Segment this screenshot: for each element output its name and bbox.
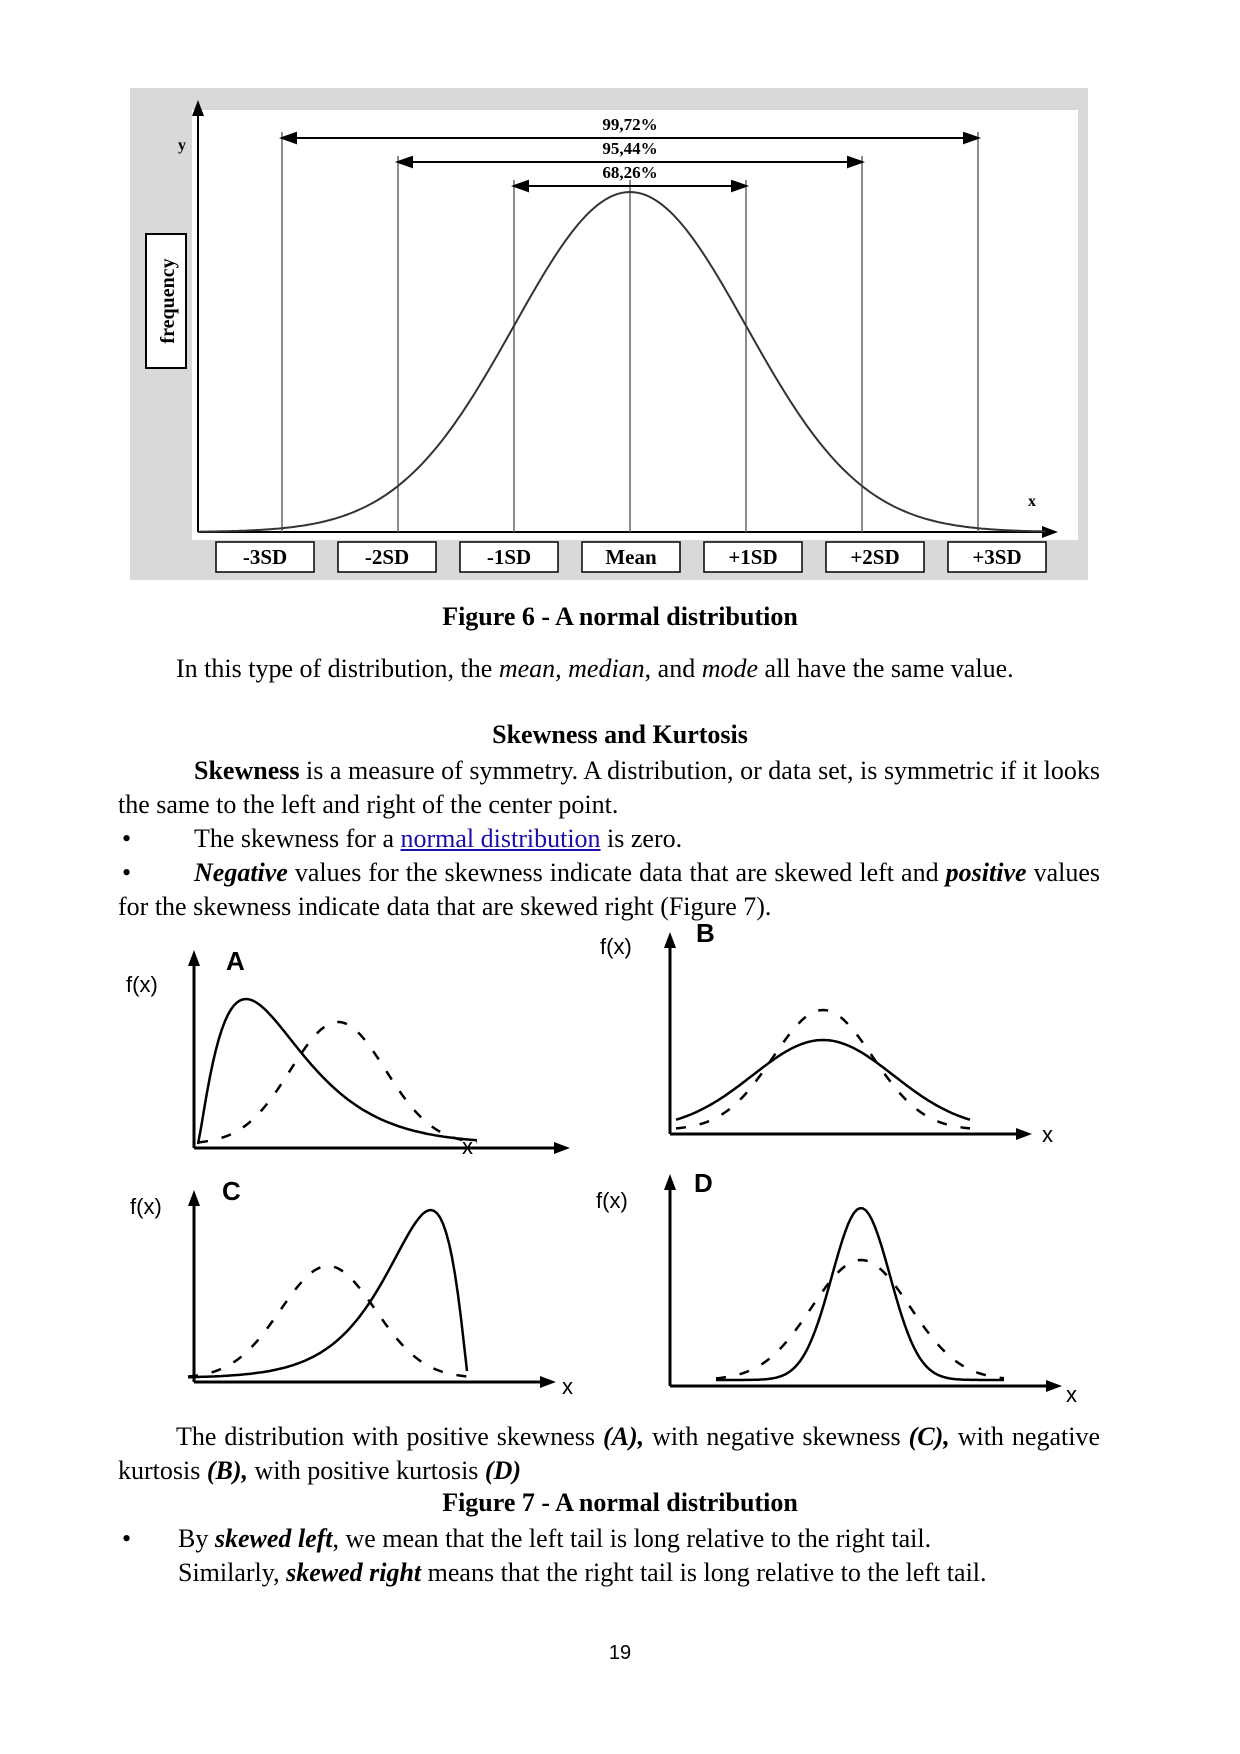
curve-solid-c xyxy=(188,1208,469,1379)
figure7-description: The distribution with positive skewness … xyxy=(118,1422,1100,1485)
range-label-68: 68,26% xyxy=(602,163,657,182)
range-label-99: 99,72% xyxy=(602,115,657,134)
x-label-c: x xyxy=(562,1374,573,1399)
page-number: 19 xyxy=(608,1642,632,1664)
paragraph-mean-median-mode: In this type of distribution, the mean, … xyxy=(176,654,1014,683)
sd-label-plus2: +2SD xyxy=(850,545,899,569)
figure6-caption: Figure 6 - A normal distribution xyxy=(442,602,798,631)
figure7-caption: Figure 7 - A normal distribution xyxy=(442,1488,798,1517)
curve-solid-d xyxy=(716,1206,1004,1382)
x-label-b: x xyxy=(1042,1122,1053,1147)
panel-label-a: A xyxy=(226,946,245,976)
fx-label-a: f(x) xyxy=(126,972,158,997)
curve-solid-a xyxy=(196,997,478,1145)
sd-label-minus3: -3SD xyxy=(243,545,287,569)
curve-solid-b xyxy=(675,1038,971,1121)
curve-dashed-a xyxy=(197,1020,478,1144)
fx-label-d: f(x) xyxy=(596,1188,628,1213)
curve-dashed-b xyxy=(675,1008,971,1130)
curve-dashed-d xyxy=(715,1258,1005,1380)
frequency-box xyxy=(145,233,187,369)
bullet-skewed-left-right: • By skewed left, we mean that the left … xyxy=(122,1524,987,1587)
panel-c-negative-skew: f(x) C x xyxy=(130,1176,573,1399)
paragraph-skewness: Skewness is a measure of symmetry. A dis… xyxy=(118,756,1100,819)
panel-d-positive-kurtosis: f(x) D x xyxy=(596,1168,1077,1407)
sd-label-plus3: +3SD xyxy=(972,545,1021,569)
range-label-95: 95,44% xyxy=(602,139,657,158)
sd-labels: -3SD -2SD -1SD Mean +1SD +2SD +3SD xyxy=(215,541,1047,573)
y-axis-label: y xyxy=(178,137,186,154)
bullet-negative-positive: • Negative values for the skewness indic… xyxy=(118,858,1101,921)
panel-label-b: B xyxy=(696,918,715,948)
x-label-a-wrap: x xyxy=(462,1134,473,1159)
x-label-d: x xyxy=(1066,1382,1077,1407)
section-heading: Skewness and Kurtosis xyxy=(492,720,748,749)
panel-label-c: C xyxy=(222,1176,241,1206)
bullet-normal-zero: • The skewness for a normal distribution… xyxy=(122,824,683,853)
panel-label-d: D xyxy=(694,1168,713,1198)
curve-dashed-c xyxy=(187,1264,468,1378)
normal-distribution-link[interactable]: normal distribution xyxy=(400,824,601,853)
normal-distribution-figure: y x frequency 99,72% 95,44% xyxy=(130,88,1088,580)
x-axis-label: x xyxy=(1028,493,1036,510)
sd-label-minus1: -1SD xyxy=(487,545,531,569)
sd-label-minus2: -2SD xyxy=(365,545,409,569)
sd-label-mean: Mean xyxy=(605,545,657,569)
frequency-label: frequency xyxy=(157,258,179,343)
panel-a-positive-skew: f(x) A xyxy=(126,946,570,1154)
bell-curve xyxy=(197,190,1047,533)
fx-label-b: f(x) xyxy=(600,934,632,959)
x-label-a: x xyxy=(462,1134,473,1159)
panel-b-negative-kurtosis: f(x) B x xyxy=(600,918,1053,1147)
fx-label-c: f(x) xyxy=(130,1194,162,1219)
sd-label-plus1: +1SD xyxy=(728,545,777,569)
